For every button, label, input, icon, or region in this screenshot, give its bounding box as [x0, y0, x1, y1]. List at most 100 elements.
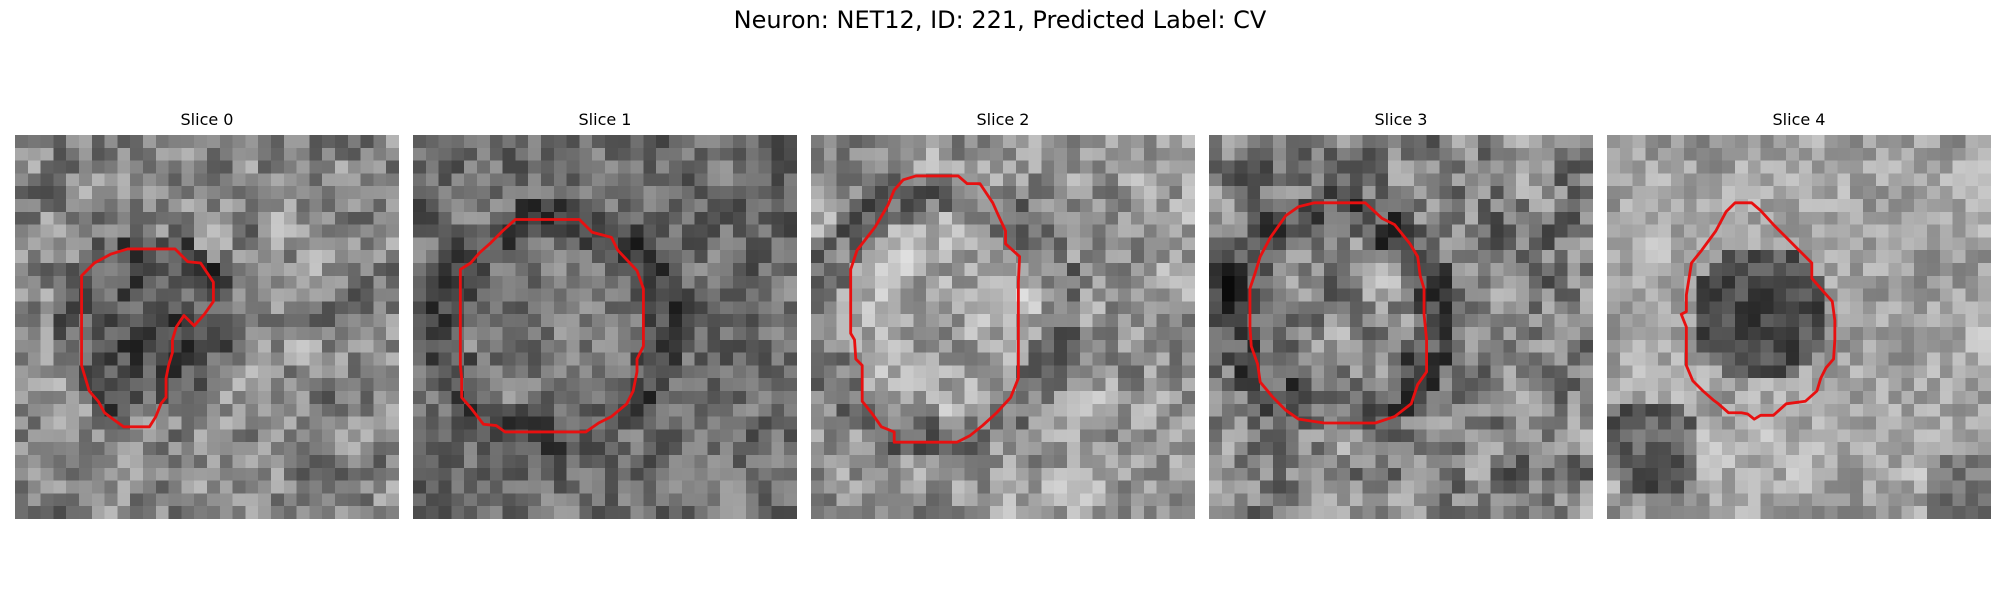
pixel — [1786, 301, 1799, 314]
pixel — [1247, 417, 1260, 430]
pixel — [15, 314, 28, 327]
pixel — [1580, 263, 1593, 276]
pixel — [669, 135, 682, 148]
pixel — [1067, 391, 1080, 404]
pixel — [759, 225, 772, 238]
pixel — [1516, 481, 1529, 494]
pixel — [1927, 429, 1940, 442]
pixel — [1812, 301, 1825, 314]
pixel — [784, 404, 797, 417]
pixel — [901, 340, 914, 353]
pixel — [1324, 442, 1337, 455]
slice-panel-3: Slice 3 — [1209, 108, 1593, 519]
pixel — [1529, 314, 1542, 327]
pixel — [875, 301, 888, 314]
pixel — [824, 455, 837, 468]
pixel — [579, 250, 592, 263]
pixel — [669, 404, 682, 417]
pixel — [656, 327, 669, 340]
pixel — [1273, 161, 1286, 174]
pixel — [771, 237, 784, 250]
pixel — [1414, 404, 1427, 417]
pixel — [669, 391, 682, 404]
pixel — [965, 404, 978, 417]
pixel — [28, 404, 41, 417]
pixel — [1761, 301, 1774, 314]
pixel — [386, 365, 399, 378]
pixel — [451, 199, 464, 212]
pixel — [1516, 314, 1529, 327]
pixel — [733, 301, 746, 314]
pixel — [1786, 225, 1799, 238]
pixel — [515, 506, 528, 519]
pixel — [824, 468, 837, 481]
pixel — [1363, 276, 1376, 289]
pixel — [1465, 340, 1478, 353]
pixel — [1567, 506, 1580, 519]
pixel — [913, 276, 926, 289]
pixel — [1953, 353, 1966, 366]
pixel — [439, 391, 452, 404]
pixel — [1671, 365, 1684, 378]
pixel — [1940, 481, 1953, 494]
pixel — [1299, 263, 1312, 276]
pixel — [1118, 506, 1131, 519]
pixel — [373, 468, 386, 481]
pixel — [1645, 186, 1658, 199]
pixel — [41, 276, 54, 289]
pixel — [1542, 199, 1555, 212]
pixel — [1363, 455, 1376, 468]
pixel — [361, 442, 374, 455]
pixel — [939, 404, 952, 417]
pixel — [439, 289, 452, 302]
pixel — [1633, 135, 1646, 148]
pixel — [746, 493, 759, 506]
pixel — [1093, 237, 1106, 250]
pixel — [1067, 455, 1080, 468]
pixel — [373, 378, 386, 391]
pixel — [541, 481, 554, 494]
pixel — [1427, 276, 1440, 289]
pixel — [335, 250, 348, 263]
pixel — [1927, 442, 1940, 455]
pixel — [643, 481, 656, 494]
pixel — [1633, 391, 1646, 404]
pixel — [811, 506, 824, 519]
pixel — [669, 493, 682, 506]
pixel — [1914, 481, 1927, 494]
pixel — [426, 199, 439, 212]
pixel — [1748, 391, 1761, 404]
pixel — [1850, 378, 1863, 391]
pixel — [1182, 493, 1195, 506]
pixel — [528, 135, 541, 148]
pixel — [1131, 161, 1144, 174]
pixel — [194, 378, 207, 391]
pixel — [1735, 263, 1748, 276]
pixel — [952, 135, 965, 148]
pixel — [952, 212, 965, 225]
pixel — [824, 417, 837, 430]
pixel — [605, 301, 618, 314]
pixel — [605, 353, 618, 366]
pixel — [451, 429, 464, 442]
pixel — [695, 212, 708, 225]
pixel — [1658, 237, 1671, 250]
pixel — [143, 199, 156, 212]
pixel — [746, 417, 759, 430]
pixel — [1388, 481, 1401, 494]
pixel — [477, 301, 490, 314]
pixel — [875, 493, 888, 506]
pixel — [1799, 289, 1812, 302]
pixel — [862, 455, 875, 468]
pixel — [1465, 225, 1478, 238]
pixel — [1940, 417, 1953, 430]
pixel — [1542, 237, 1555, 250]
pixel — [1748, 327, 1761, 340]
pixel — [515, 289, 528, 302]
pixel — [169, 161, 182, 174]
pixel — [618, 276, 631, 289]
pixel — [1247, 391, 1260, 404]
pixel — [1080, 276, 1093, 289]
pixel — [1850, 225, 1863, 238]
pixel — [1580, 225, 1593, 238]
